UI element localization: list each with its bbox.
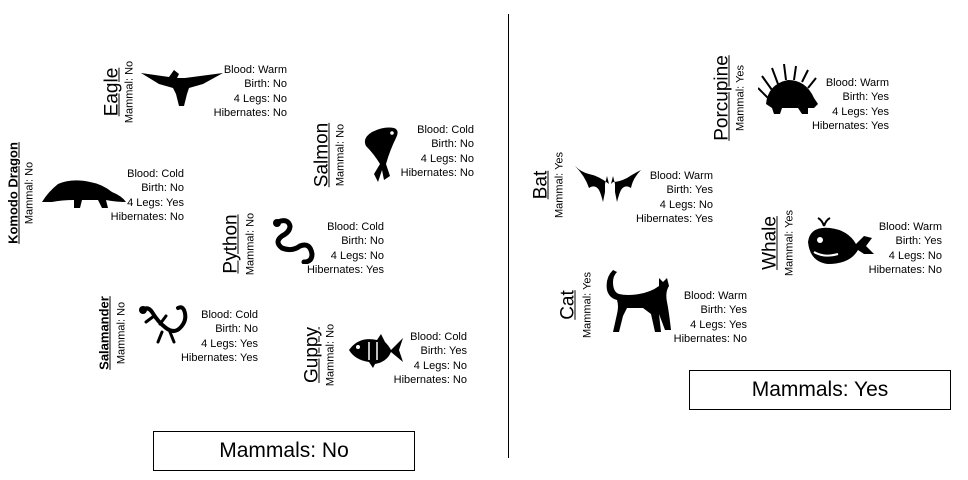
cat-icon <box>603 268 675 334</box>
salamander-birth: Birth: No <box>215 323 258 336</box>
cat-legs: 4 Legs: Yes <box>690 318 747 331</box>
bat-blood: Blood: Warm <box>649 170 713 182</box>
python-blood: Blood: Cold <box>327 221 384 233</box>
bat-props: Blood: Warm Birth: Yes 4 Legs: No Hibern… <box>636 169 713 226</box>
cat-props: Blood: Warm Birth: Yes 4 Legs: Yes Hiber… <box>674 289 747 346</box>
cat-mammal: Mammal: Yes <box>581 271 594 339</box>
guppy-birth: Birth: Yes <box>420 345 467 358</box>
mammals-no-box: Mammals: No <box>153 431 415 471</box>
salmon-icon <box>360 124 402 184</box>
bat-icon <box>575 162 641 210</box>
bat-name: Bat <box>530 170 552 200</box>
komodo-dragon-name: Komodo Dragon <box>5 142 21 244</box>
whale-name: Whale <box>759 216 781 270</box>
salamander-legs: 4 Legs: Yes <box>201 337 258 350</box>
whale-blood: Blood: Warm <box>878 221 942 233</box>
salmon-birth: Birth: No <box>431 138 474 151</box>
bat-birth: Birth: Yes <box>666 184 713 197</box>
eagle-hibernates: Hibernates: No <box>213 106 287 119</box>
komodo-dragon-props: Blood: Cold Birth: No 4 Legs: Yes Hibern… <box>111 167 184 224</box>
porcupine-blood: Blood: Warm <box>825 77 889 89</box>
salmon-mammal: Mammal: No <box>334 123 347 187</box>
mammals-yes-box: Mammals: Yes <box>689 370 951 410</box>
salamander-mammal: Mammal: No <box>115 301 128 365</box>
salmon-blood: Blood: Cold <box>417 124 474 136</box>
porcupine-legs: 4 Legs: Yes <box>832 105 889 118</box>
salmon-hibernates: Hibernates: No <box>400 166 474 179</box>
python-birth: Birth: No <box>341 235 384 248</box>
python-legs: 4 Legs: No <box>330 249 384 262</box>
python-mammal: Mammal: No <box>244 212 257 276</box>
python-hibernates: Hibernates: Yes <box>306 263 384 276</box>
porcupine-birth: Birth: Yes <box>842 91 889 104</box>
eagle-birth: Birth: No <box>244 78 287 91</box>
cat-name: Cat <box>557 290 579 320</box>
porcupine-name: Porcupine <box>711 55 733 141</box>
cat-birth: Birth: Yes <box>700 304 747 317</box>
eagle-mammal: Mammal: No <box>123 60 136 124</box>
salmon-legs: 4 Legs: No <box>420 152 474 165</box>
komodo-dragon-mammal: Mammal: No <box>23 161 36 225</box>
eagle-name: Eagle <box>101 67 123 117</box>
cat-blood: Blood: Warm <box>683 290 747 302</box>
whale-props: Blood: Warm Birth: Yes 4 Legs: No Hibern… <box>869 220 942 277</box>
eagle-blood: Blood: Warm <box>223 64 287 76</box>
komodo-dragon-birth: Birth: No <box>141 182 184 195</box>
guppy-legs: 4 Legs: No <box>413 359 467 372</box>
whale-birth: Birth: Yes <box>895 235 942 248</box>
porcupine-mammal: Mammal: Yes <box>734 64 747 132</box>
snake-icon <box>268 216 316 264</box>
bat-legs: 4 Legs: No <box>659 198 713 211</box>
whale-mammal: Mammal: Yes <box>783 209 796 277</box>
bat-hibernates: Hibernates: Yes <box>635 212 713 225</box>
guppy-name: Guppy <box>301 327 323 383</box>
python-props: Blood: Cold Birth: No 4 Legs: No Hiberna… <box>307 220 384 277</box>
group-divider <box>508 14 509 458</box>
guppy-props: Blood: Cold Birth: Yes 4 Legs: No Hibern… <box>394 330 467 387</box>
salamander-icon <box>136 302 192 354</box>
guppy-hibernates: Hibernates: No <box>393 373 467 386</box>
guppy-blood: Blood: Cold <box>410 331 467 343</box>
whale-legs: 4 Legs: No <box>888 249 942 262</box>
bat-mammal: Mammal: Yes <box>553 151 566 219</box>
porcupine-hibernates: Hibernates: Yes <box>811 119 889 132</box>
cat-hibernates: Hibernates: No <box>673 332 747 345</box>
eagle-icon <box>141 68 223 110</box>
eagle-props: Blood: Warm Birth: No 4 Legs: No Hiberna… <box>214 63 287 120</box>
komodo-dragon-legs: 4 Legs: Yes <box>127 196 184 209</box>
komodo-dragon-blood: Blood: Cold <box>127 168 184 180</box>
komodo-dragon-hibernates: Hibernates: No <box>110 210 184 223</box>
porcupine-props: Blood: Warm Birth: Yes 4 Legs: Yes Hiber… <box>812 76 889 133</box>
python-name: Python <box>220 214 242 274</box>
salmon-props: Blood: Cold Birth: No 4 Legs: No Hiberna… <box>401 123 474 180</box>
komodo-dragon-icon <box>42 178 126 210</box>
eagle-legs: 4 Legs: No <box>233 92 287 105</box>
guppy-mammal: Mammal: No <box>324 323 337 387</box>
salmon-name: Salmon <box>311 122 333 188</box>
mammals-yes-label: Mammals: Yes <box>751 378 889 401</box>
salamander-props: Blood: Cold Birth: No 4 Legs: Yes Hibern… <box>181 308 258 365</box>
mammals-no-label: Mammals: No <box>219 439 349 462</box>
porcupine-icon <box>758 64 820 120</box>
salamander-hibernates: Hibernates: Yes <box>180 351 258 364</box>
whale-icon <box>804 216 878 268</box>
fish-icon <box>347 332 405 368</box>
salamander-name: Salamander <box>96 296 112 370</box>
salamander-blood: Blood: Cold <box>201 309 258 321</box>
whale-hibernates: Hibernates: No <box>868 263 942 276</box>
